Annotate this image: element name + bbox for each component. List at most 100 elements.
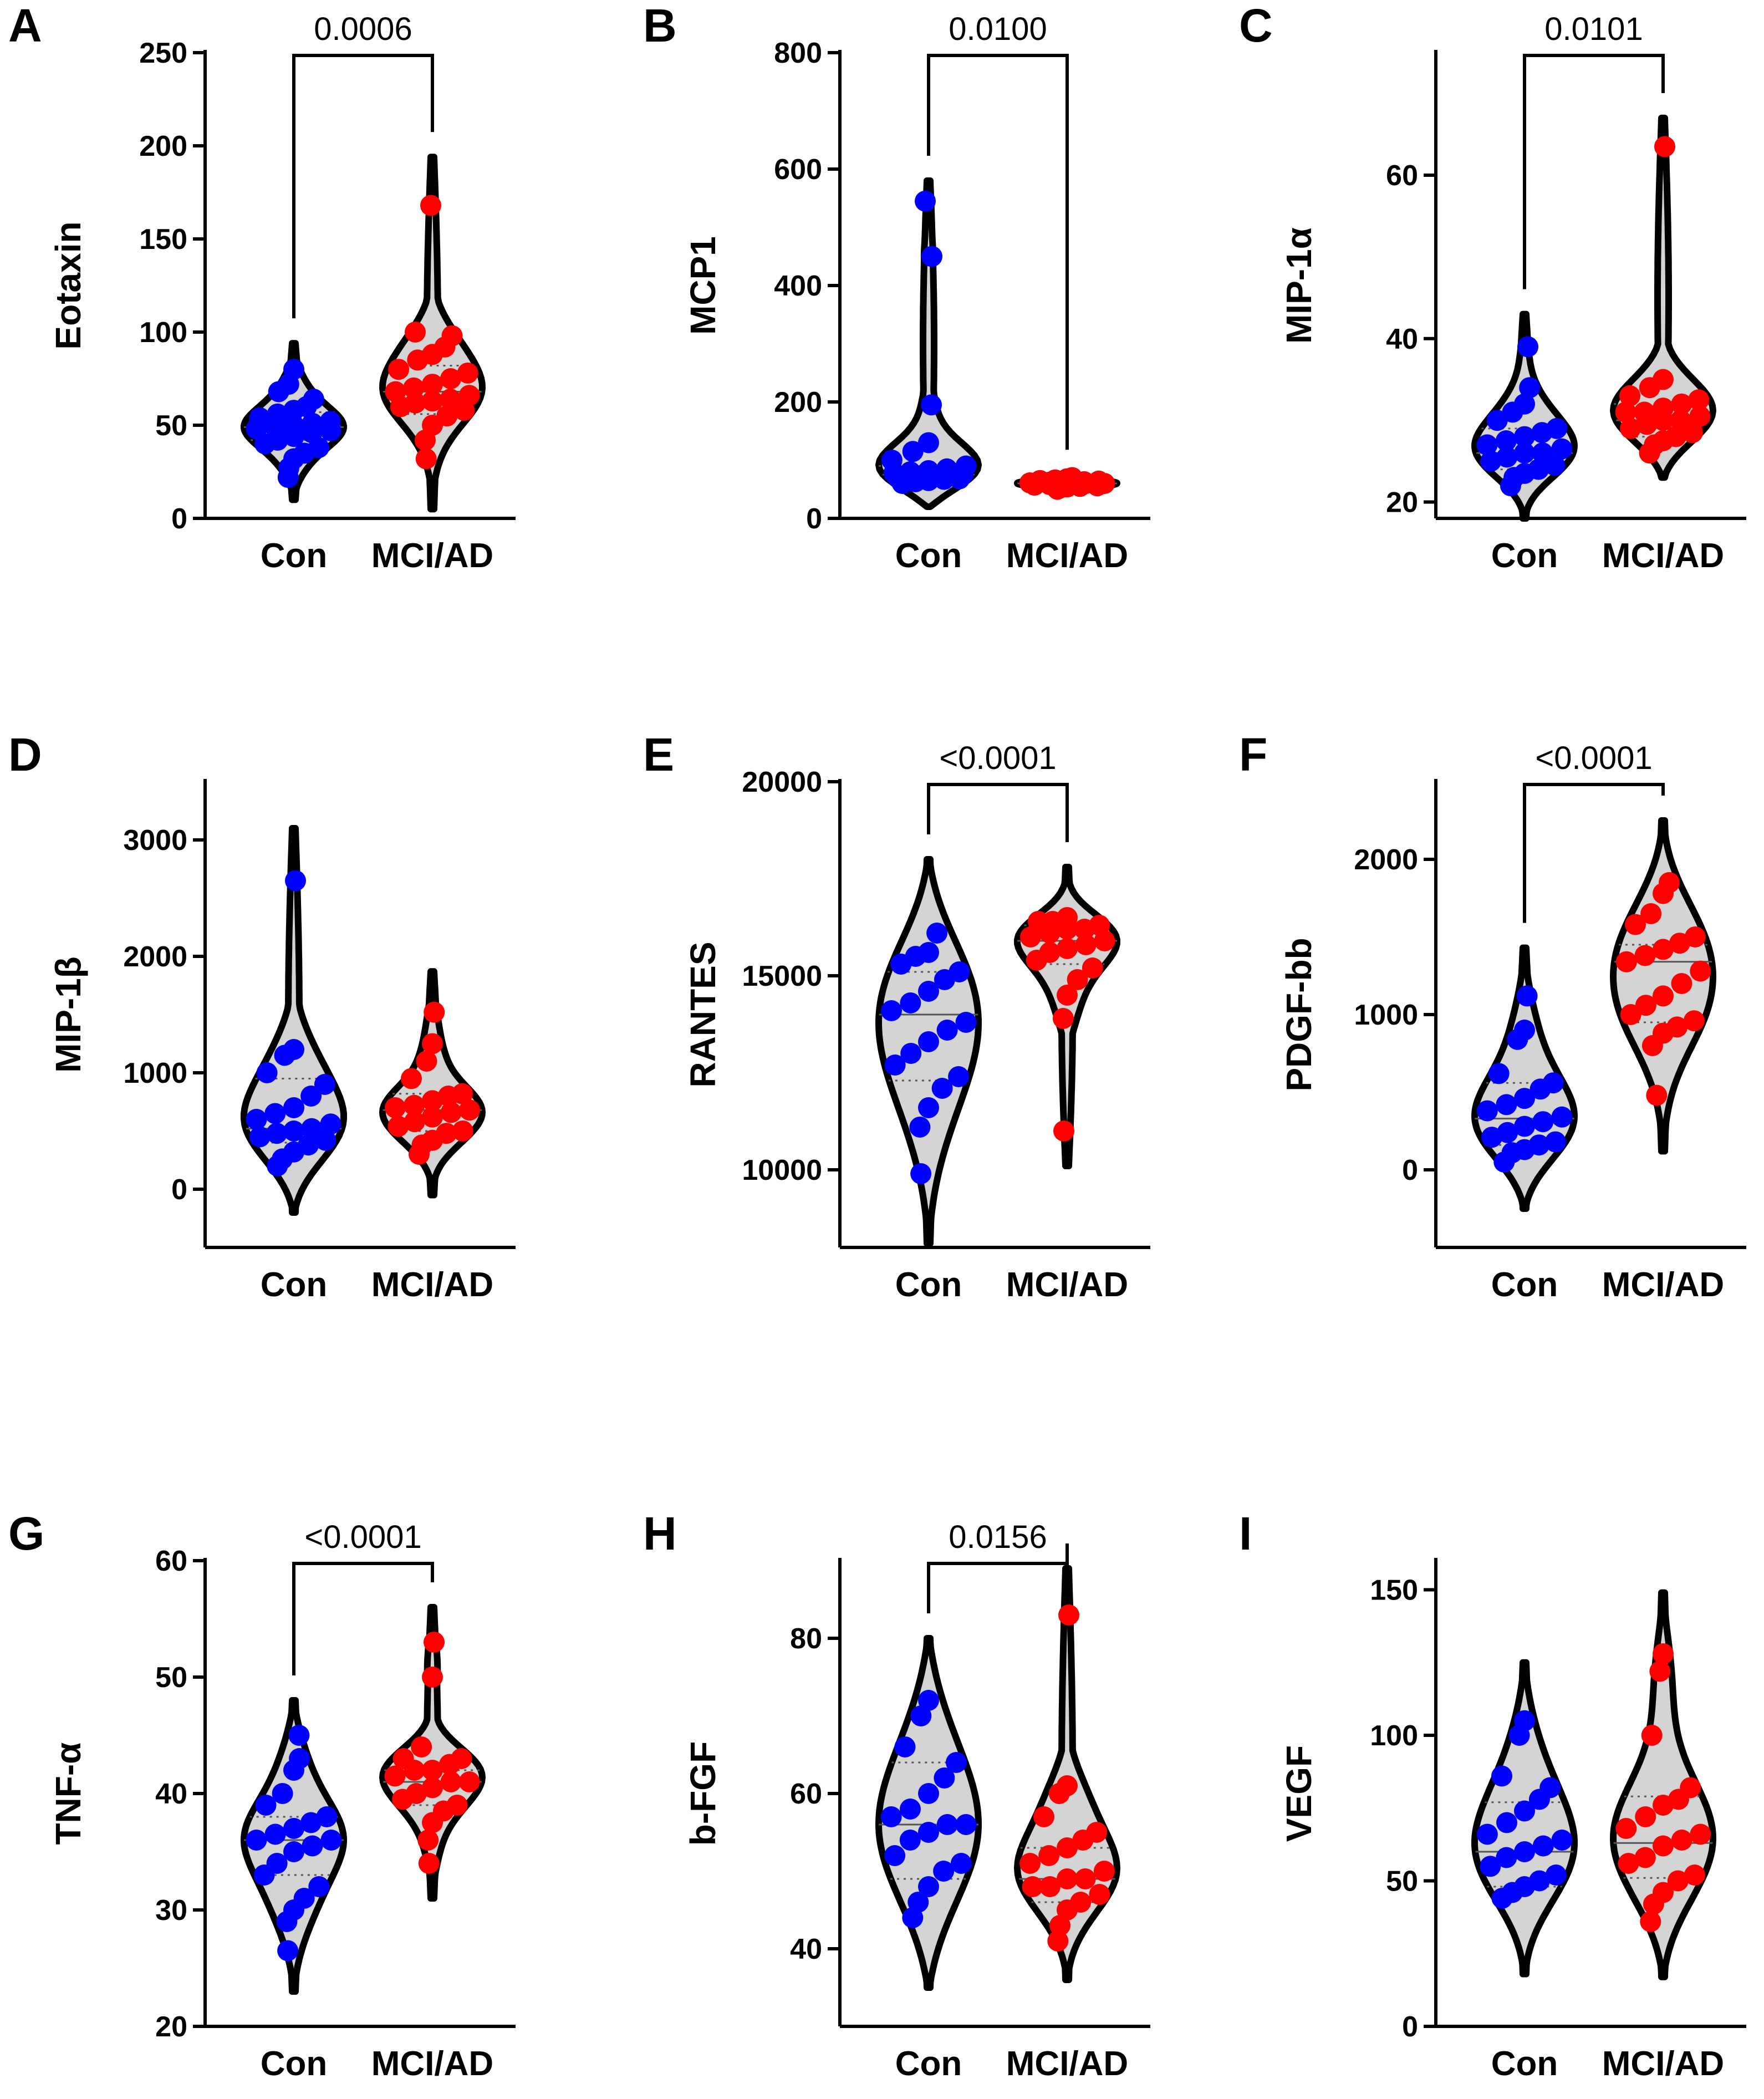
data-point bbox=[401, 1068, 422, 1089]
data-point bbox=[384, 1765, 406, 1787]
data-point bbox=[283, 1841, 304, 1862]
y-axis-label: PDGF-bb bbox=[1279, 938, 1319, 1091]
data-point bbox=[1665, 426, 1686, 447]
data-point bbox=[1491, 1765, 1512, 1787]
data-point bbox=[255, 1795, 277, 1816]
data-point bbox=[884, 1845, 906, 1866]
panel-letter: D bbox=[8, 728, 42, 781]
y-tick-label: 30 bbox=[155, 1894, 187, 1927]
data-point bbox=[1057, 907, 1078, 928]
data-point bbox=[1653, 939, 1674, 960]
data-point bbox=[934, 1767, 955, 1789]
data-point bbox=[909, 1117, 931, 1138]
data-point bbox=[918, 942, 939, 963]
data-point bbox=[918, 460, 939, 481]
y-tick-label: 250 bbox=[139, 37, 187, 69]
data-point bbox=[1039, 942, 1061, 963]
data-point bbox=[300, 1086, 322, 1107]
p-value-label: 0.0006 bbox=[314, 11, 412, 47]
data-point bbox=[894, 1736, 916, 1757]
data-point bbox=[1086, 1822, 1108, 1843]
data-point bbox=[880, 1806, 902, 1827]
data-point bbox=[301, 1118, 323, 1139]
panel-h: H 40 60 80 b-FGF Con MCI/AD 0.0156 bbox=[643, 1507, 1150, 2083]
data-point bbox=[422, 1106, 443, 1128]
data-point bbox=[1653, 398, 1674, 419]
data-point bbox=[1480, 1856, 1501, 1877]
data-point bbox=[1551, 1106, 1573, 1128]
data-point bbox=[1551, 438, 1573, 460]
data-point bbox=[1057, 938, 1078, 959]
data-point bbox=[1546, 417, 1568, 439]
violin-mci-ad bbox=[1610, 114, 1716, 481]
category-label: MCI/AD bbox=[1602, 1266, 1724, 1304]
data-point bbox=[1067, 969, 1088, 990]
data-point bbox=[1476, 434, 1498, 456]
data-point bbox=[1497, 1122, 1518, 1143]
data-point bbox=[1620, 1004, 1641, 1025]
y-tick-label: 600 bbox=[774, 154, 822, 186]
panel-g: G 20 30 40 50 60 TNF-α Con MCI/AD <0.0001 bbox=[8, 1507, 516, 2083]
data-point bbox=[316, 1806, 338, 1827]
panel-letter: C bbox=[1239, 0, 1273, 52]
data-point bbox=[1488, 1063, 1510, 1084]
data-point bbox=[1089, 1884, 1110, 1905]
y-tick-label: 15000 bbox=[742, 960, 822, 992]
data-point bbox=[1093, 1861, 1115, 1882]
y-axis-label: VEGF bbox=[1279, 1745, 1319, 1842]
data-point bbox=[440, 1771, 462, 1792]
data-point bbox=[1495, 430, 1517, 451]
data-point bbox=[1496, 1847, 1517, 1868]
data-point bbox=[405, 322, 426, 343]
data-point bbox=[950, 1853, 972, 1874]
data-point bbox=[302, 1835, 323, 1857]
category-label: Con bbox=[1491, 2045, 1558, 2083]
data-point bbox=[955, 455, 977, 477]
data-point bbox=[283, 415, 304, 436]
data-point bbox=[458, 385, 480, 406]
data-point bbox=[1528, 458, 1549, 480]
y-axis-label: MIP-1β bbox=[48, 956, 88, 1073]
p-value-label: <0.0001 bbox=[1535, 740, 1652, 776]
y-tick-label: 0 bbox=[806, 503, 822, 535]
data-point bbox=[289, 1748, 310, 1769]
data-point bbox=[451, 1748, 472, 1769]
data-point bbox=[420, 195, 441, 216]
panel-a: A 0 50 100 150 200 250 Eotaxin Con MCI/AD 0.0006 bbox=[8, 0, 516, 575]
data-point bbox=[452, 1120, 473, 1142]
data-point bbox=[936, 458, 958, 480]
category-label: MCI/AD bbox=[1006, 2045, 1128, 2083]
data-point bbox=[315, 1129, 337, 1151]
y-tick-label: 40 bbox=[1386, 323, 1418, 355]
data-point bbox=[264, 1103, 286, 1124]
data-point bbox=[1514, 393, 1535, 415]
y-tick-label: 0 bbox=[171, 1174, 187, 1206]
y-axis-label: TNF-α bbox=[48, 1742, 88, 1845]
data-point bbox=[1635, 995, 1656, 1016]
y-tick-label: 3000 bbox=[123, 824, 187, 857]
data-point bbox=[300, 1812, 322, 1833]
data-point bbox=[1683, 1010, 1705, 1032]
data-point bbox=[1615, 401, 1636, 423]
data-point bbox=[1545, 1864, 1567, 1886]
data-point bbox=[1539, 1777, 1561, 1799]
data-point bbox=[314, 1074, 335, 1095]
data-point bbox=[1619, 385, 1640, 406]
data-point bbox=[918, 1031, 939, 1052]
category-label: Con bbox=[261, 1266, 328, 1304]
data-point bbox=[1058, 1604, 1079, 1626]
y-tick-label: 40 bbox=[155, 1778, 187, 1810]
p-value-label: <0.0001 bbox=[939, 740, 1056, 776]
y-tick-label: 60 bbox=[790, 1778, 822, 1810]
data-point bbox=[256, 1062, 278, 1083]
category-label: Con bbox=[1491, 537, 1558, 575]
y-tick-label: 400 bbox=[774, 270, 822, 302]
y-tick-label: 50 bbox=[1386, 1866, 1418, 1898]
y-tick-label: 200 bbox=[139, 130, 187, 162]
data-point bbox=[415, 448, 437, 470]
data-point bbox=[1020, 926, 1041, 947]
data-point bbox=[955, 1012, 977, 1033]
data-point bbox=[1528, 1870, 1550, 1892]
data-point bbox=[283, 359, 304, 380]
